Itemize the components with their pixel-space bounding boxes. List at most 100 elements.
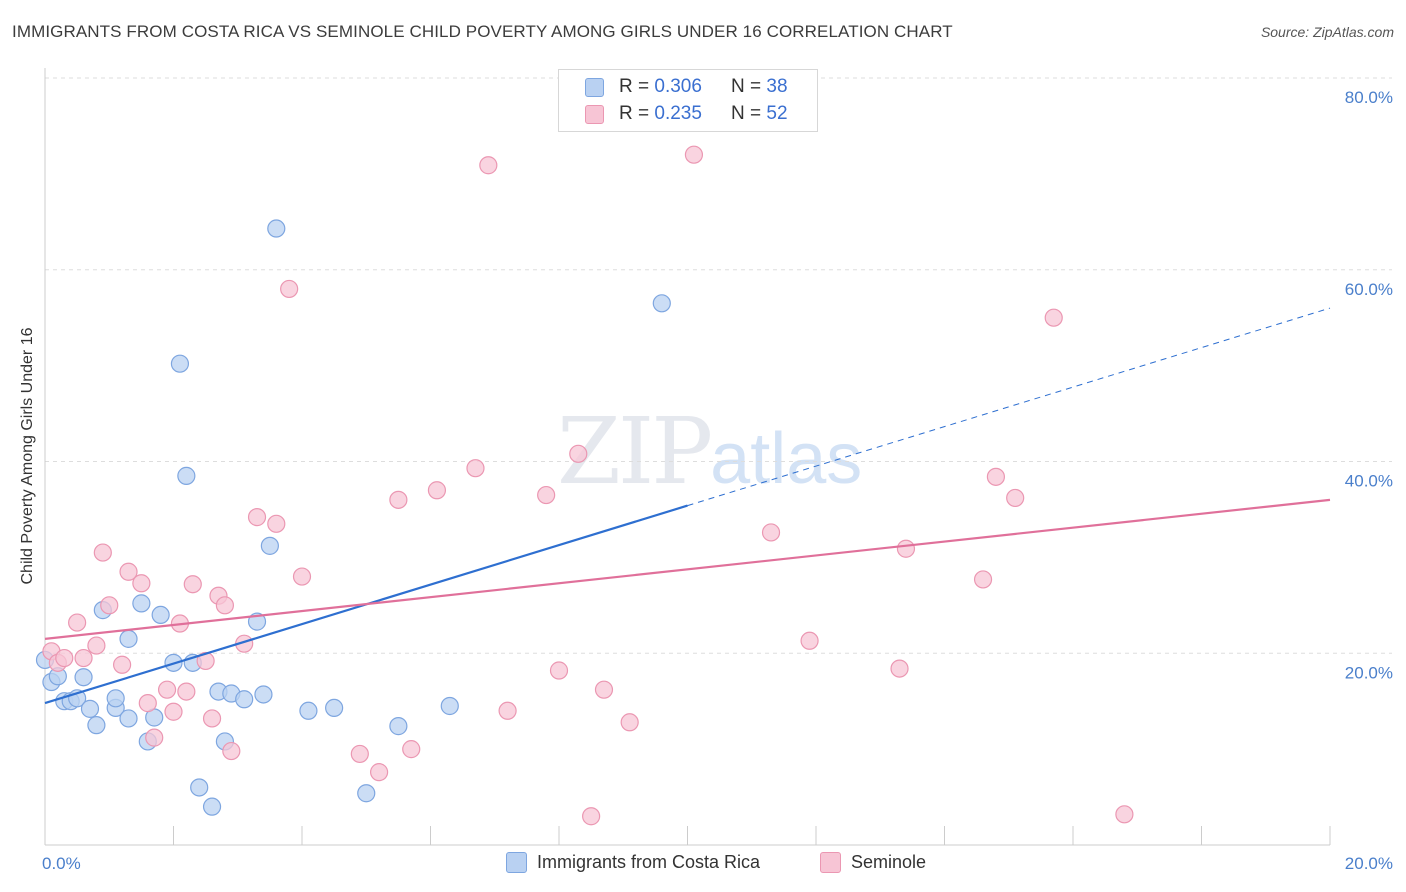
bottom-legend-seminole: Seminole	[820, 852, 926, 873]
point-costa-rica	[132, 594, 151, 613]
point-seminole	[479, 156, 498, 175]
point-costa-rica	[652, 294, 671, 313]
legend-n-value: 52	[766, 103, 788, 124]
point-seminole	[1115, 805, 1134, 824]
point-costa-rica	[177, 466, 196, 485]
point-seminole	[537, 485, 556, 505]
point-seminole	[402, 740, 421, 759]
legend-r-value: 0.235	[654, 103, 702, 124]
point-seminole	[582, 807, 601, 826]
legend-n: N = 52	[731, 103, 788, 124]
point-seminole	[350, 744, 369, 764]
point-seminole	[569, 444, 588, 463]
point-seminole	[202, 709, 222, 728]
legend-n-value: 38	[766, 76, 788, 97]
bottom-legend-costa-rica: Immigrants from Costa Rica	[506, 852, 760, 873]
point-seminole	[594, 680, 614, 699]
point-costa-rica	[80, 699, 100, 718]
point-seminole	[112, 655, 132, 674]
point-seminole	[292, 567, 312, 586]
point-seminole	[684, 145, 704, 164]
point-costa-rica	[119, 629, 138, 648]
point-seminole	[55, 648, 74, 668]
point-seminole	[157, 680, 177, 699]
point-seminole	[466, 459, 485, 478]
chart-title: IMMIGRANTS FROM COSTA RICA VS SEMINOLE C…	[12, 22, 953, 41]
bottom-legend-swatch-seminole	[820, 852, 841, 873]
point-costa-rica	[389, 717, 408, 736]
point-seminole	[800, 631, 819, 650]
point-costa-rica	[299, 701, 318, 720]
point-costa-rica	[267, 219, 286, 238]
point-seminole	[370, 763, 389, 782]
trend-line-costa-rica-extension	[687, 307, 1331, 507]
point-seminole	[164, 702, 183, 721]
y-tick-label: 20.0%	[1345, 663, 1393, 682]
point-seminole	[87, 636, 106, 655]
point-seminole	[761, 523, 781, 542]
point-seminole	[890, 659, 909, 678]
point-costa-rica	[87, 716, 106, 735]
legend-r: R = 0.306	[619, 76, 702, 97]
point-costa-rica	[325, 698, 344, 717]
source-label: Source: ZipAtlas.com	[1260, 24, 1394, 40]
point-seminole	[119, 562, 138, 581]
point-costa-rica	[254, 685, 273, 704]
point-costa-rica	[74, 668, 93, 687]
point-costa-rica	[119, 709, 138, 728]
point-seminole	[973, 570, 993, 589]
legend-swatch-costa-rica	[585, 77, 604, 97]
point-seminole	[427, 481, 447, 500]
point-seminole	[620, 713, 639, 732]
y-tick-label: 40.0%	[1345, 472, 1393, 491]
point-seminole	[93, 543, 112, 562]
point-costa-rica	[202, 797, 222, 816]
series-seminole-points	[42, 145, 1134, 826]
point-seminole	[986, 467, 1006, 486]
point-costa-rica	[190, 778, 209, 797]
point-costa-rica	[106, 689, 125, 708]
trend-line-seminole	[44, 498, 1331, 640]
point-seminole	[267, 514, 286, 533]
x-tick-label-min: 0.0%	[42, 854, 81, 873]
bottom-legend-swatch-costa-rica	[506, 852, 527, 873]
point-seminole	[247, 508, 267, 527]
point-seminole	[196, 651, 215, 671]
point-seminole	[215, 596, 234, 615]
point-seminole	[549, 661, 569, 680]
bottom-legend-label-seminole: Seminole	[851, 852, 927, 872]
point-seminole	[222, 741, 241, 761]
point-seminole	[74, 648, 93, 668]
point-seminole	[68, 613, 87, 632]
point-seminole	[183, 575, 202, 594]
point-seminole	[896, 539, 916, 558]
point-seminole	[177, 682, 196, 701]
point-seminole	[145, 728, 164, 747]
point-seminole	[138, 694, 157, 713]
point-costa-rica	[440, 696, 459, 716]
point-seminole	[389, 490, 408, 509]
legend-n: N = 38	[731, 76, 788, 97]
axes	[44, 68, 1331, 846]
point-costa-rica	[357, 784, 376, 803]
point-costa-rica	[170, 354, 190, 373]
point-seminole	[1044, 308, 1063, 327]
correlation-legend: R = 0.306 N = 38 R = 0.235 N = 52	[558, 69, 818, 132]
tick-labels: 20.0% 40.0% 60.0% 80.0% 0.0% 20.0%	[42, 88, 1393, 873]
legend-r: R = 0.235	[619, 103, 702, 124]
series-costa-rica-points	[35, 219, 671, 816]
point-costa-rica	[260, 536, 279, 555]
y-tick-label: 80.0%	[1345, 88, 1393, 107]
point-seminole	[498, 701, 517, 720]
bottom-legend-label-costa-rica: Immigrants from Costa Rica	[537, 852, 761, 872]
point-seminole	[280, 279, 299, 299]
watermark-atlas: atlas	[710, 419, 863, 499]
point-seminole	[100, 596, 119, 615]
y-tick-label: 60.0%	[1345, 280, 1393, 299]
x-tick-label-max: 20.0%	[1345, 854, 1393, 873]
point-costa-rica	[151, 605, 170, 625]
point-costa-rica	[235, 690, 254, 709]
point-seminole	[132, 574, 151, 593]
trend-lines	[44, 307, 1331, 705]
